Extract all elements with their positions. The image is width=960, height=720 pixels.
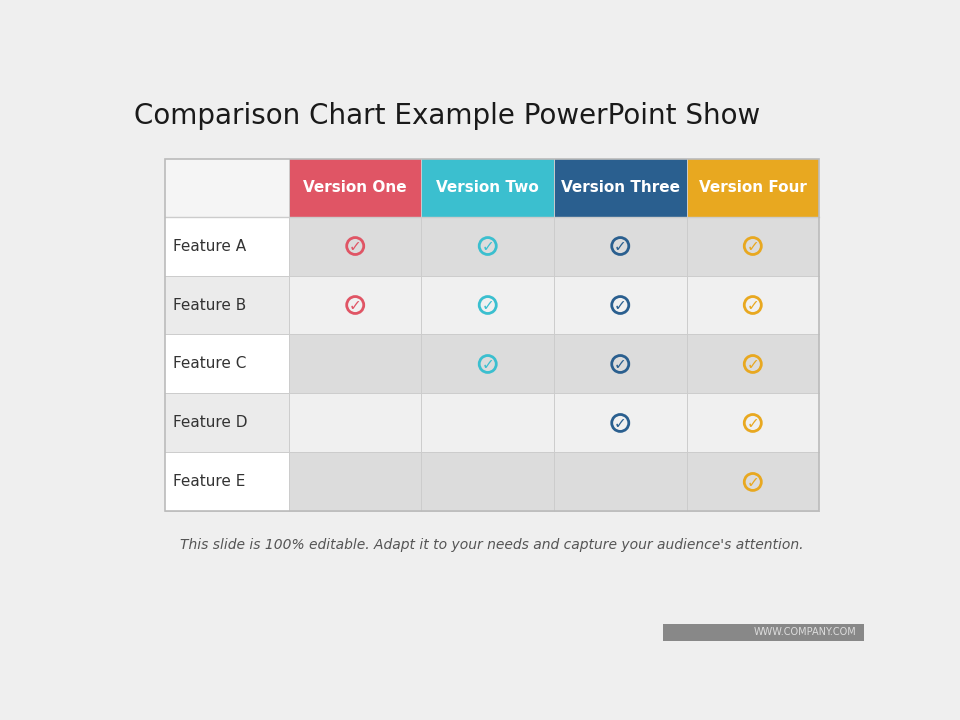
Bar: [165, 159, 819, 511]
Text: ✓: ✓: [348, 298, 362, 313]
Bar: [554, 276, 686, 335]
Text: ✓: ✓: [747, 416, 759, 431]
Bar: [421, 393, 554, 452]
Bar: [554, 217, 686, 276]
Bar: [165, 159, 819, 511]
Text: Feature E: Feature E: [173, 474, 245, 490]
Text: ✓: ✓: [613, 239, 627, 254]
Text: ✓: ✓: [613, 416, 627, 431]
Bar: [289, 276, 421, 335]
Text: Feature A: Feature A: [173, 238, 246, 253]
Bar: [421, 217, 554, 276]
Text: Version One: Version One: [303, 180, 407, 195]
Bar: [289, 335, 421, 393]
Bar: [554, 159, 686, 217]
Bar: [289, 393, 421, 452]
Text: ✓: ✓: [613, 357, 627, 372]
Bar: [165, 452, 289, 511]
Text: ✓: ✓: [481, 298, 494, 313]
Text: Version Two: Version Two: [437, 180, 540, 195]
Text: Feature D: Feature D: [173, 415, 248, 431]
Bar: [554, 452, 686, 511]
Bar: [289, 217, 421, 276]
Bar: [421, 452, 554, 511]
Text: Version Four: Version Four: [699, 180, 806, 195]
Text: Comparison Chart Example PowerPoint Show: Comparison Chart Example PowerPoint Show: [134, 102, 760, 130]
Bar: [165, 335, 289, 393]
Bar: [686, 335, 819, 393]
Text: ✓: ✓: [747, 239, 759, 254]
Bar: [421, 159, 554, 217]
Bar: [165, 393, 289, 452]
Bar: [165, 276, 289, 335]
Bar: [686, 159, 819, 217]
Bar: [686, 452, 819, 511]
Text: ✓: ✓: [481, 357, 494, 372]
Text: ✓: ✓: [747, 357, 759, 372]
Text: ✓: ✓: [348, 239, 362, 254]
Text: ✓: ✓: [747, 474, 759, 490]
Bar: [421, 276, 554, 335]
Bar: [686, 393, 819, 452]
Text: WWW.COMPANY.COM: WWW.COMPANY.COM: [754, 627, 856, 637]
Text: Feature B: Feature B: [173, 297, 246, 312]
Bar: [554, 335, 686, 393]
Bar: [289, 452, 421, 511]
Text: ✓: ✓: [747, 298, 759, 313]
Text: ✓: ✓: [481, 239, 494, 254]
Text: Version Three: Version Three: [561, 180, 680, 195]
Bar: [165, 217, 289, 276]
Text: Feature C: Feature C: [173, 356, 246, 372]
Bar: [686, 276, 819, 335]
Bar: [165, 159, 289, 217]
Text: ✓: ✓: [613, 298, 627, 313]
Bar: [421, 335, 554, 393]
Bar: [686, 217, 819, 276]
Bar: [662, 624, 864, 641]
Text: This slide is 100% editable. Adapt it to your needs and capture your audience's : This slide is 100% editable. Adapt it to…: [180, 538, 804, 552]
Bar: [289, 159, 421, 217]
Bar: [554, 393, 686, 452]
